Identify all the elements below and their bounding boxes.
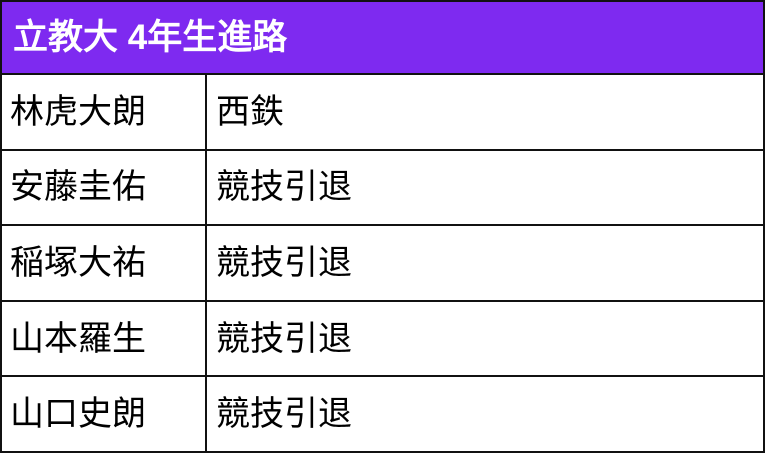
table-title-bar: 立教大 4年生進路 (2, 2, 763, 75)
athlete-name-cell: 山口史朗 (2, 377, 207, 451)
table-row: 稲塚大祐 競技引退 (2, 226, 763, 302)
athlete-name-cell: 安藤圭佑 (2, 150, 207, 225)
career-path-cell: 西鉄 (216, 92, 284, 131)
career-path-cell: 競技引退 (216, 395, 352, 434)
athlete-name-cell: 山本羅生 (2, 301, 207, 376)
table-row: 安藤圭佑 競技引退 (2, 150, 763, 227)
table-row: 山本羅生 競技引退 (2, 301, 763, 378)
table-row: 林虎大朗 西鉄 (2, 75, 763, 151)
athlete-name-cell: 林虎大朗 (2, 75, 207, 149)
table-row: 山口史朗 競技引退 (2, 377, 763, 451)
career-path-cell: 競技引退 (216, 243, 352, 282)
athlete-name-cell: 稲塚大祐 (2, 226, 207, 300)
career-path-cell: 競技引退 (216, 319, 352, 358)
career-path-cell: 競技引退 (216, 168, 352, 207)
table-title: 立教大 4年生進路 (13, 18, 288, 57)
